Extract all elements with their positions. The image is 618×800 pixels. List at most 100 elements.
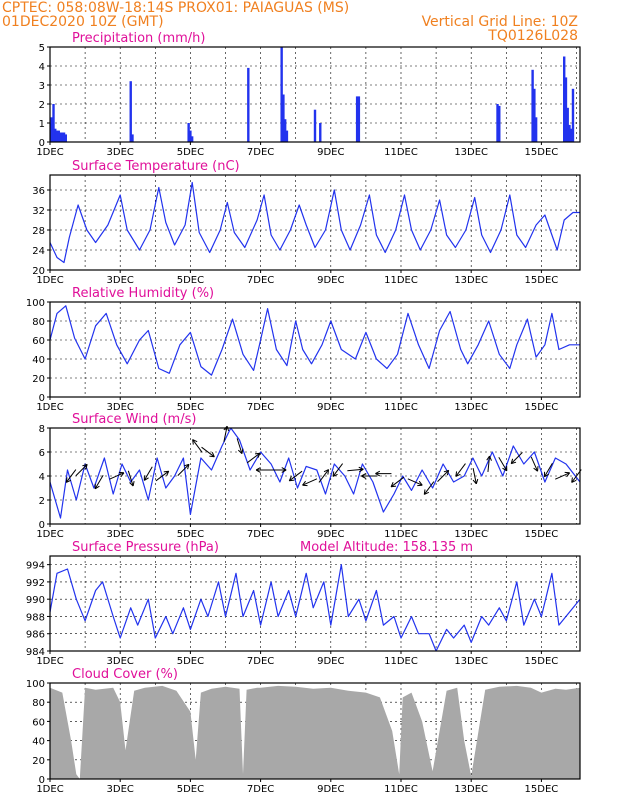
header-grid-note: Vertical Grid Line: 10Z <box>422 14 578 30</box>
wind-arrow-shaft <box>390 476 405 488</box>
rh-xtick-label: 3DEC <box>107 402 134 413</box>
precip-bar <box>531 69 534 142</box>
wind-arrow-head <box>358 468 364 473</box>
pressure-xtick-label: 13DEC <box>454 656 488 667</box>
wind-arrow <box>143 466 153 481</box>
wind-arrow-head <box>390 482 394 488</box>
temp-title: Surface Temperature (nC) <box>72 159 240 174</box>
wind-arrow-head <box>489 455 492 461</box>
precip-frame <box>49 46 581 143</box>
temp-xtick-label: 5DEC <box>177 275 204 286</box>
rh-frame <box>49 301 581 398</box>
precip-bar <box>563 56 566 142</box>
wind-arrow-shaft <box>65 469 77 483</box>
pressure-xtick-label: 7DEC <box>247 656 274 667</box>
wind-arrow-shaft <box>127 470 134 487</box>
wind-arrow-head <box>571 477 573 483</box>
precip-bar <box>498 105 501 142</box>
wind-arrow <box>177 463 190 476</box>
temp-ytick-label: 20 <box>32 266 45 277</box>
wind-arrow-head <box>192 439 194 445</box>
wind-arrow-head <box>502 467 508 472</box>
precip-bar <box>189 130 192 142</box>
precip-bar <box>533 88 536 142</box>
wind-arrow <box>486 455 492 472</box>
wind-arrow-shaft <box>487 456 491 472</box>
wind-arrow-head <box>120 472 125 478</box>
wind-arrow <box>390 476 405 488</box>
wind-arrow-head <box>375 470 381 475</box>
pressure-xtick-label: 3DEC <box>107 656 134 667</box>
wind-arrow-shaft <box>94 474 104 490</box>
wind-arrow-head <box>209 455 215 458</box>
precip-bar <box>187 123 190 142</box>
rh-ytick-label: 60 <box>32 336 45 347</box>
precip-bar <box>50 117 53 142</box>
pressure-frame <box>49 555 581 652</box>
wind-arrow-head <box>332 471 335 477</box>
cloud-ytick-label: 20 <box>32 756 45 767</box>
wind-arrow-head <box>255 467 261 471</box>
wind-arrow-head <box>472 479 477 485</box>
wind-arrow-shaft <box>201 446 215 458</box>
temp-xtick-label: 3DEC <box>107 275 134 286</box>
wind-arrow <box>407 478 423 487</box>
wind-ytick-label: 0 <box>39 520 45 531</box>
wind-arrow-head <box>66 479 72 483</box>
rh-ytick-label: 0 <box>39 393 45 404</box>
pressure-annotation: Model Altitude: 158.135 m <box>300 540 473 555</box>
header-line1: CPTEC: 058:08W-18:14S PROX01: PAIAGUAS (… <box>2 0 349 16</box>
precip-bar <box>247 67 250 142</box>
wind-arrow-head <box>163 470 169 473</box>
wind-arrow-head <box>361 475 367 479</box>
wind-xtick-label: 11DEC <box>384 529 418 540</box>
pressure-ytick-label: 992 <box>26 578 45 589</box>
cloud-xtick-label: 5DEC <box>177 784 204 795</box>
wind-arrow <box>472 468 479 485</box>
wind-arrow <box>437 469 450 482</box>
rh-ytick-label: 40 <box>32 355 45 366</box>
wind-arrow-head <box>327 469 330 475</box>
cloud-xtick-label: 15DEC <box>525 784 559 795</box>
wind-arrow <box>192 439 203 453</box>
wind-arrow <box>246 452 261 464</box>
rh-xtick-label: 11DEC <box>384 402 418 413</box>
rh-ytick-label: 100 <box>26 298 45 309</box>
wind-arrow-head <box>510 458 514 464</box>
wind-arrow-shaft <box>347 468 364 472</box>
wind-arrow-shaft <box>510 452 523 464</box>
cloud-ytick-label: 60 <box>32 717 45 728</box>
precip-xtick-label: 9DEC <box>317 147 344 158</box>
wind-arrow-head <box>423 489 426 495</box>
wind-arrow-head <box>94 485 100 490</box>
precip-bar <box>55 130 59 142</box>
wind-arrow-head <box>361 473 367 477</box>
rh-xtick-label: 9DEC <box>317 402 344 413</box>
rh-title: Relative Humidity (%) <box>72 286 214 301</box>
wind-arrow-head <box>281 469 287 473</box>
precip-xtick-label: 3DEC <box>107 147 134 158</box>
rh-ytick-label: 80 <box>32 317 45 328</box>
wind-arrow-head <box>281 467 287 471</box>
wind-arrow-shaft <box>318 469 329 483</box>
wind-arrow <box>302 478 318 487</box>
precip-ytick-label: 4 <box>39 62 45 73</box>
wind-ytick-label: 4 <box>39 472 45 483</box>
wind-arrow <box>455 463 466 477</box>
wind-arrow-head <box>533 467 538 472</box>
wind-xtick-label: 13DEC <box>454 529 488 540</box>
precip-bar <box>570 128 573 142</box>
wind-arrow-shaft <box>246 452 261 464</box>
wind-arrow-shaft <box>455 463 466 477</box>
precip-bar <box>54 128 57 142</box>
wind-arrow-shaft <box>543 462 553 478</box>
wind-arrow-head <box>237 449 243 454</box>
wind-arrow-head <box>65 477 68 483</box>
wind-arrow-head <box>486 455 490 461</box>
wind-arrow-shaft <box>143 466 153 481</box>
pressure-xtick-label: 9DEC <box>317 656 344 667</box>
temp-frame <box>49 174 581 271</box>
wind-arrow-shaft <box>332 463 344 477</box>
cloud-ytick-label: 0 <box>39 775 45 786</box>
wind-arrow-shaft <box>288 470 303 482</box>
